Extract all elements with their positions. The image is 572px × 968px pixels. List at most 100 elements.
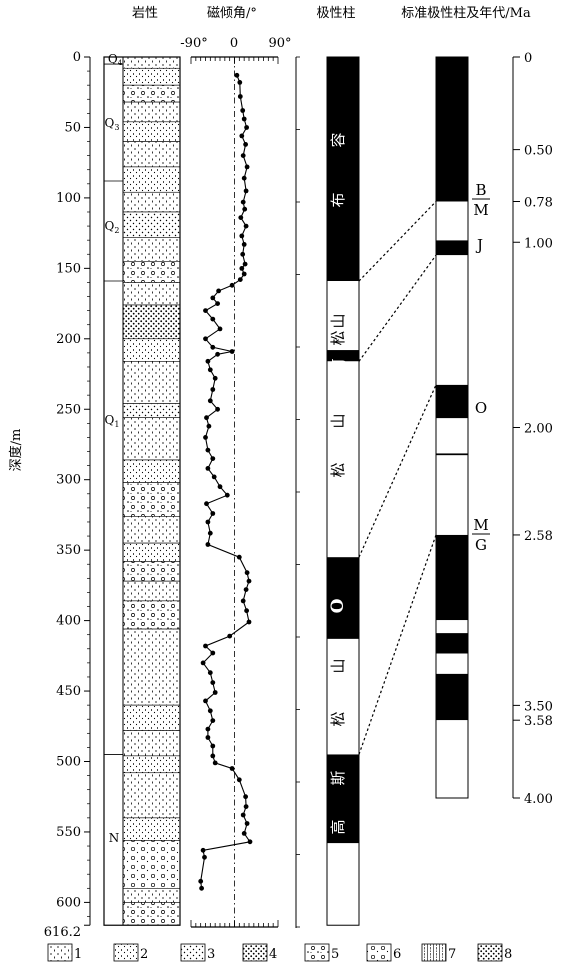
age-tick-label: 3.50 — [524, 699, 553, 714]
age-tick-label: 4.00 — [524, 792, 553, 807]
inclination-data-point — [236, 554, 242, 560]
inclination-data-point — [207, 530, 213, 536]
inclination-data-point — [244, 608, 250, 614]
label-matuyama-lower-2: 松 — [329, 711, 347, 726]
lithology-layer — [122, 817, 181, 841]
depth-tick-label: 400 — [56, 614, 81, 629]
stratum-n: N — [109, 831, 120, 845]
lithology-layer — [122, 121, 181, 142]
legend-label: 8 — [504, 947, 512, 962]
inclination-data-point — [205, 358, 211, 364]
lithology-layer — [122, 237, 181, 262]
depth-tick-label: 250 — [56, 402, 81, 417]
inclination-data-point — [229, 766, 235, 771]
inclination-data-point — [198, 878, 204, 884]
standard-polarity-segment — [436, 653, 468, 674]
lithology-layer — [122, 482, 181, 517]
inclination-data-point — [212, 375, 218, 381]
inclination-label-neg90: -90° — [180, 36, 207, 51]
inclination-data-point — [210, 316, 216, 322]
lithology-layer — [122, 84, 181, 103]
local-polarity-segment — [327, 281, 359, 351]
label-matuyama-mid-2: 松 — [329, 462, 347, 477]
legend-label: 7 — [448, 947, 456, 962]
lithology-layer — [122, 338, 181, 362]
legend-swatch — [366, 943, 392, 962]
inclination-data-point — [241, 242, 247, 247]
depth-bottom-label: 616.2 — [44, 925, 81, 940]
label-b: B — [475, 181, 486, 199]
lithology-layer — [122, 561, 181, 582]
inclination-data-point — [199, 885, 205, 891]
inclination-data-point — [203, 435, 208, 440]
inclination-data-point — [241, 116, 247, 122]
local-polarity-segment — [327, 638, 359, 755]
correlation-line — [358, 534, 437, 755]
inclination-data-point — [247, 839, 253, 845]
label-g: G — [475, 536, 487, 554]
inclination-data-point — [210, 680, 216, 685]
standard-polarity-segment — [436, 255, 468, 385]
lithology-layer — [122, 600, 181, 630]
label-gauss-2: 斯 — [329, 770, 347, 785]
inclination-data-point — [241, 175, 247, 181]
depth-tick-label: 300 — [56, 473, 81, 488]
label-matuyama-upper-1: 松 — [329, 330, 347, 345]
lithology-layer — [122, 56, 181, 69]
legend-swatch — [47, 943, 73, 962]
lithology-layer — [122, 403, 181, 419]
inclination-data-point — [200, 660, 206, 666]
lithology-layer — [122, 282, 181, 306]
label-m2: M — [473, 516, 488, 534]
inclination-data-point — [227, 633, 233, 639]
inclination-data-point — [237, 277, 243, 282]
inclination-data-point — [243, 794, 249, 800]
label-m: M — [473, 201, 488, 219]
inclination-data-point — [237, 80, 243, 85]
lithology-layer — [122, 191, 181, 213]
lithology-layer — [122, 166, 181, 193]
inclination-data-point — [240, 598, 246, 604]
lithology-layer — [122, 261, 181, 283]
depth-tick-label: 100 — [56, 191, 81, 206]
lithology-layer — [122, 542, 181, 562]
inclination-data-point — [243, 142, 249, 147]
label-o: O — [475, 399, 487, 417]
local-polarity-labels: 布 容 松 山 J 山 松 O 山 松 高 斯 — [328, 132, 348, 834]
legend: 1 2 3 4 5 6 7 8 — [47, 943, 512, 962]
inclination-data-point — [205, 542, 211, 547]
inclination-data-point — [204, 415, 209, 421]
inclination-data-point — [238, 215, 244, 221]
inclination-data-point — [205, 726, 211, 732]
inclination-data-point — [211, 474, 217, 480]
local-polarity-segment — [327, 57, 359, 282]
header-polarity: 极性柱 — [316, 6, 355, 21]
age-tick-label: 2.58 — [524, 529, 553, 544]
lithology-column — [103, 56, 181, 926]
inclination-data-point — [207, 670, 213, 676]
standard-polarity-segment — [436, 384, 468, 419]
inclination-data-point — [210, 344, 216, 350]
inclination-data-point — [203, 643, 208, 649]
label-matuyama-mid-1: 山 — [329, 413, 347, 428]
correlation-line — [358, 201, 437, 282]
inclination-plot — [190, 56, 279, 928]
lithology-layer — [122, 840, 181, 889]
label-matuyama-upper-2: 山 — [329, 313, 347, 328]
inclination-data-point — [240, 251, 246, 257]
lithology-layer — [122, 211, 181, 238]
legend-label: 4 — [269, 947, 277, 962]
label-olduvai: O — [328, 598, 348, 613]
standard-polarity-segment — [436, 57, 468, 202]
standard-polarity-segment — [436, 534, 468, 621]
inclination-data-point — [215, 301, 221, 306]
inclination-data-point — [202, 854, 207, 860]
inclination-data-point — [240, 108, 246, 113]
legend-swatch — [421, 943, 447, 962]
inclination-data-point — [242, 206, 248, 212]
header-inclination: 磁倾角/° — [207, 6, 257, 21]
depth-tick-label: 350 — [56, 543, 81, 558]
age-tick-label: 1.00 — [524, 236, 553, 251]
standard-polarity-segment — [436, 673, 468, 721]
inclination-data-point — [210, 295, 216, 301]
